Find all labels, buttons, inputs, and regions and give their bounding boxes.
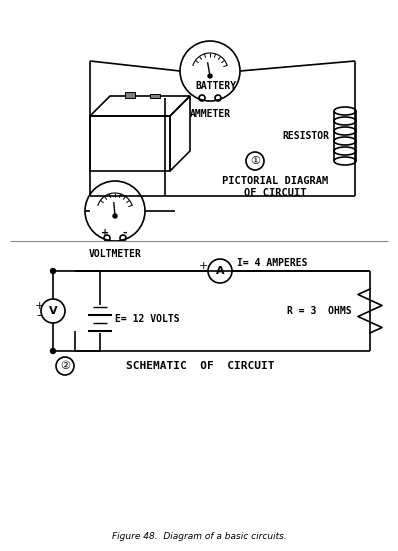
Circle shape (51, 268, 55, 273)
Text: R = 3  OHMS: R = 3 OHMS (287, 306, 352, 316)
Text: ①: ① (250, 156, 260, 166)
Text: ②: ② (60, 361, 70, 371)
Text: Figure 48.  Diagram of a basic circuits.: Figure 48. Diagram of a basic circuits. (111, 532, 287, 541)
Text: +: + (198, 261, 208, 271)
Circle shape (208, 74, 212, 78)
Text: SCHEMATIC  OF  CIRCUIT: SCHEMATIC OF CIRCUIT (126, 361, 274, 371)
Text: -: - (123, 228, 127, 238)
Bar (150, 94, 160, 98)
Text: A: A (216, 266, 224, 276)
Circle shape (113, 214, 117, 218)
Text: VOLTMETER: VOLTMETER (89, 249, 141, 259)
Text: AMMETER: AMMETER (189, 109, 230, 119)
Bar (125, 92, 135, 98)
Text: -: - (37, 310, 41, 322)
Circle shape (208, 259, 232, 283)
Text: +: + (34, 301, 44, 311)
Text: E= 12 VOLTS: E= 12 VOLTS (115, 314, 179, 324)
Circle shape (51, 348, 55, 354)
Text: V: V (49, 306, 57, 316)
Text: I= 4 AMPERES: I= 4 AMPERES (237, 258, 308, 268)
Text: BATTERY: BATTERY (195, 81, 236, 91)
Text: +: + (101, 228, 109, 238)
Text: PICTORIAL DIAGRAM
OF CIRCUIT: PICTORIAL DIAGRAM OF CIRCUIT (222, 176, 328, 198)
Text: RESISTOR: RESISTOR (282, 131, 329, 141)
Circle shape (41, 299, 65, 323)
